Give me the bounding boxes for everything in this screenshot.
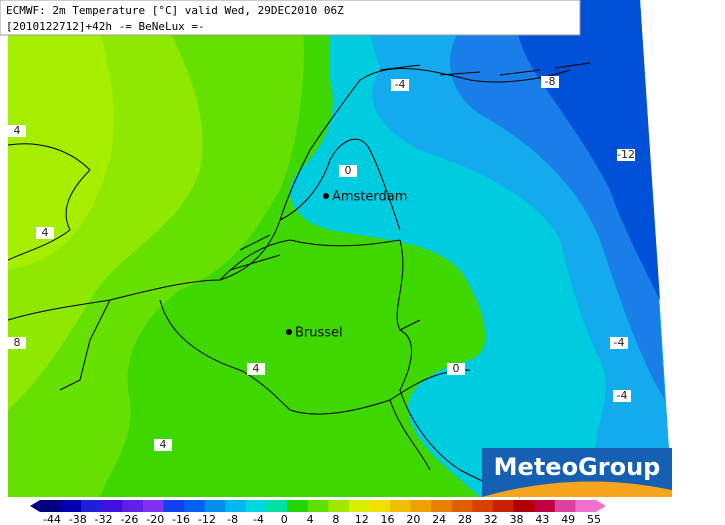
colorbar-cell [348, 500, 370, 512]
colorbar-label: 32 [484, 513, 498, 525]
colorbar-label: 49 [561, 513, 575, 525]
city-dot [286, 329, 292, 335]
colorbar-cell [472, 500, 494, 512]
colorbar-label: -26 [120, 513, 138, 525]
contour-label: 4 [14, 124, 21, 137]
contour-label: -8 [545, 75, 556, 88]
contour-label-bg [8, 337, 26, 349]
colorbar-label: -44 [43, 513, 61, 525]
colorbar-cell [225, 500, 247, 512]
colorbar-cell [163, 500, 185, 512]
colorbar-cell [40, 500, 62, 512]
contour-labels: 4 4 8 4 4 0 -4 -8 -12 -4 -4 0 [8, 75, 635, 451]
colorbar-cell [451, 500, 473, 512]
colorbar-label: 4 [307, 513, 314, 525]
colorbar-cell [369, 500, 391, 512]
logo: MeteoGroup [482, 448, 672, 497]
colorbar-label: 8 [332, 513, 339, 525]
contour-label: 4 [253, 362, 260, 375]
header-line: [2010122712]+42h -= BeNeLux =- [6, 20, 205, 33]
contour-label: 4 [160, 438, 167, 451]
colorbar: -44 -38 -32 -26 -20 -16 -12 -8 -4 0 4 8 12 16 20 24 28 32… [30, 500, 606, 525]
logo-text: MeteoGroup [494, 453, 661, 481]
colorbar-label: -8 [227, 513, 238, 525]
colorbar-arrow [30, 500, 40, 512]
temperature-map: 4 4 8 4 4 0 -4 -8 -12 -4 -4 0 Amsterdam Brussel [7, 0, 672, 498]
coastlines [7, 62, 591, 498]
contour-label: -4 [395, 78, 406, 91]
contour-label-bg [339, 165, 357, 177]
contour-label: 8 [14, 336, 21, 349]
colorbar-arrow [596, 500, 606, 512]
city-name: Amsterdam [332, 190, 407, 205]
colorbar-cell [390, 500, 412, 512]
colorbar-cell [101, 500, 123, 512]
contour-label: 0 [345, 164, 352, 177]
contour-label-bg [154, 439, 172, 451]
colorbar-cell [60, 500, 82, 512]
colorbar-cell [328, 500, 350, 512]
colorbar-cell [81, 500, 103, 512]
city-dot [323, 193, 329, 199]
zone-warm [8, 0, 114, 270]
colorbar-cell [554, 500, 576, 512]
colorbar-cell [534, 500, 556, 512]
colorbar-label: -4 [253, 513, 264, 525]
header-line: ECMWF: 2m Temperature [°C] valid Wed, 29… [6, 4, 344, 17]
colorbar-cell [410, 500, 432, 512]
contour-label: 4 [42, 226, 49, 239]
contour-label-bg [541, 76, 559, 88]
colorbar-label: -12 [198, 513, 216, 525]
colorbar-label: 24 [432, 513, 446, 525]
colorbar-label: 20 [406, 513, 420, 525]
colorbar-label: 16 [381, 513, 395, 525]
contour-label-bg [391, 79, 409, 91]
colorbar-label: 12 [355, 513, 369, 525]
colorbar-label: 28 [458, 513, 472, 525]
city-name: Brussel [295, 326, 343, 341]
contour-label: -12 [617, 148, 635, 161]
contour-label: -4 [617, 389, 628, 402]
contour-label-bg [8, 125, 26, 137]
colorbar-cell [122, 500, 144, 512]
contour-label-bg [36, 227, 54, 239]
contour-label-bg [617, 149, 635, 161]
contour-label: 0 [453, 362, 460, 375]
colorbar-label: -16 [172, 513, 190, 525]
colorbar-cell [184, 500, 206, 512]
cities: Amsterdam Brussel [286, 190, 407, 341]
header-frame [0, 0, 581, 36]
contour-label-bg [613, 390, 631, 402]
logo-arc [482, 481, 672, 497]
contour-label-bg [247, 363, 265, 375]
colorbar-cell [513, 500, 535, 512]
colorbar-label: -20 [146, 513, 164, 525]
contour-label: -4 [614, 336, 625, 349]
colorbar-cell [142, 500, 165, 512]
colorbar-cell [287, 500, 309, 512]
header-box: ECMWF: 2m Temperature [°C] valid Wed, 29… [0, 0, 581, 36]
colorbar-label: 43 [535, 513, 549, 525]
colorbar-cell [204, 500, 226, 512]
colorbar-label: 38 [510, 513, 524, 525]
colorbar-cell [266, 500, 288, 512]
colorbar-cell [493, 500, 515, 512]
colorbar-cell [307, 500, 329, 512]
colorbar-label: 0 [281, 513, 288, 525]
contour-label-bg [610, 337, 628, 349]
colorbar-label: -38 [69, 513, 87, 525]
colorbar-cell [431, 500, 453, 512]
colorbar-label: -32 [95, 513, 113, 525]
colorbar-cell [575, 500, 597, 512]
colorbar-label: 55 [587, 513, 601, 525]
colorbar-cell [245, 500, 268, 512]
contour-label-bg [447, 363, 465, 375]
